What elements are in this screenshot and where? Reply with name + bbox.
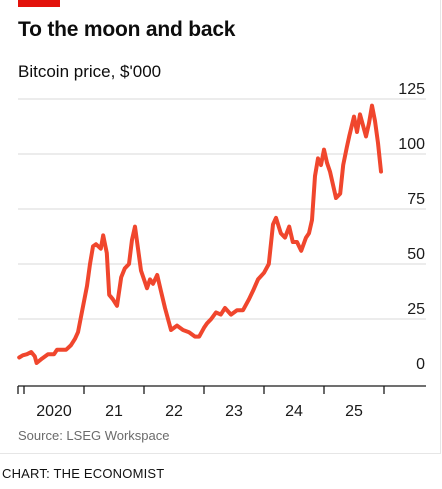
x-tick-label: 23 xyxy=(225,403,243,420)
y-tick-label: 50 xyxy=(407,246,425,263)
chart-subtitle: Bitcoin price, $'000 xyxy=(18,62,162,81)
series-line-0 xyxy=(17,103,383,365)
x-tick-label: 22 xyxy=(165,403,183,420)
accent-bar xyxy=(18,0,60,7)
y-tick-label: 25 xyxy=(407,301,425,318)
chart-card: To the moon and back Bitcoin price, $'00… xyxy=(0,0,441,454)
series-group xyxy=(17,103,383,365)
y-tick-label: 100 xyxy=(398,136,425,153)
x-tick-label: 2020 xyxy=(36,403,72,420)
source-note: Source: LSEG Workspace xyxy=(18,428,170,443)
chart-credit: CHART: THE ECONOMIST xyxy=(2,466,165,481)
grid-lines xyxy=(18,98,426,320)
y-tick-label: 75 xyxy=(407,191,425,208)
x-tick-label: 25 xyxy=(345,403,363,420)
y-tick-labels: 0 25 50 75 100 125 xyxy=(398,81,425,373)
x-tick-label: 24 xyxy=(285,403,303,420)
x-tick-labels: 2020 21 22 23 24 25 xyxy=(36,403,363,420)
x-axis xyxy=(17,385,426,394)
y-tick-label: 125 xyxy=(398,81,425,98)
x-tick-label: 21 xyxy=(105,403,123,420)
chart-title: To the moon and back xyxy=(18,18,236,41)
y-tick-label: 0 xyxy=(416,356,425,373)
line-chart: 0 25 50 75 100 125 2020 21 22 23 24 25 xyxy=(17,81,426,420)
